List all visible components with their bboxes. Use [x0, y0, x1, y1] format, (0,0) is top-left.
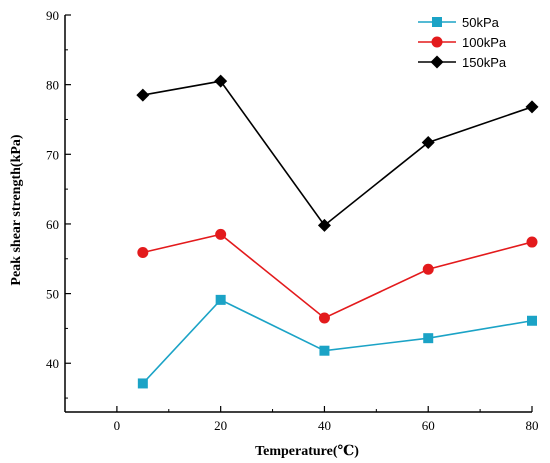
y-axis-title: Peak shear strength(kPa)	[9, 134, 24, 285]
data-point	[317, 218, 331, 232]
x-axis-title: Temperature(℃)	[255, 444, 359, 459]
data-point	[136, 88, 150, 102]
data-point	[525, 100, 539, 114]
data-point	[137, 247, 149, 259]
series-100kpa	[137, 228, 538, 324]
y-tick-label: 90	[46, 8, 59, 23]
data-point	[137, 378, 148, 389]
x-tick-label: 80	[526, 418, 539, 433]
axes: 0 20 40 60 80 40 50 60 70 80 90	[46, 8, 539, 433]
x-tick-label: 20	[214, 418, 227, 433]
x-tick-label: 0	[114, 418, 121, 433]
y-tick-label: 60	[46, 217, 59, 232]
legend-label: 50kPa	[462, 15, 500, 30]
y-tick-label: 80	[46, 78, 59, 93]
legend-item: 100kPa	[418, 35, 507, 50]
legend-marker	[430, 55, 444, 69]
legend-marker	[432, 17, 442, 27]
series-50kpa	[137, 294, 537, 389]
y-tick-label: 50	[46, 287, 59, 302]
data-point	[214, 74, 228, 88]
series-line	[142, 80, 533, 227]
legend-marker	[431, 36, 443, 48]
x-tick-label: 60	[422, 418, 435, 433]
y-tick-label: 40	[46, 356, 59, 371]
data-point	[319, 345, 330, 356]
y-tick-label: 70	[46, 147, 59, 162]
series-layer	[136, 74, 539, 389]
data-point	[215, 294, 226, 305]
legend: 50kPa 100kPa 150kPa	[418, 15, 507, 70]
data-point	[526, 236, 538, 248]
data-point	[318, 312, 330, 324]
series-line	[142, 233, 533, 319]
data-point	[423, 333, 434, 344]
data-point	[215, 228, 227, 240]
data-point	[421, 135, 435, 149]
data-point	[527, 315, 537, 326]
legend-item: 50kPa	[418, 15, 500, 30]
data-point	[422, 263, 434, 275]
series-150kpa	[136, 74, 539, 232]
legend-label: 150kPa	[462, 55, 507, 70]
legend-label: 100kPa	[462, 35, 507, 50]
x-tick-label: 40	[318, 418, 331, 433]
legend-item: 150kPa	[418, 55, 507, 70]
